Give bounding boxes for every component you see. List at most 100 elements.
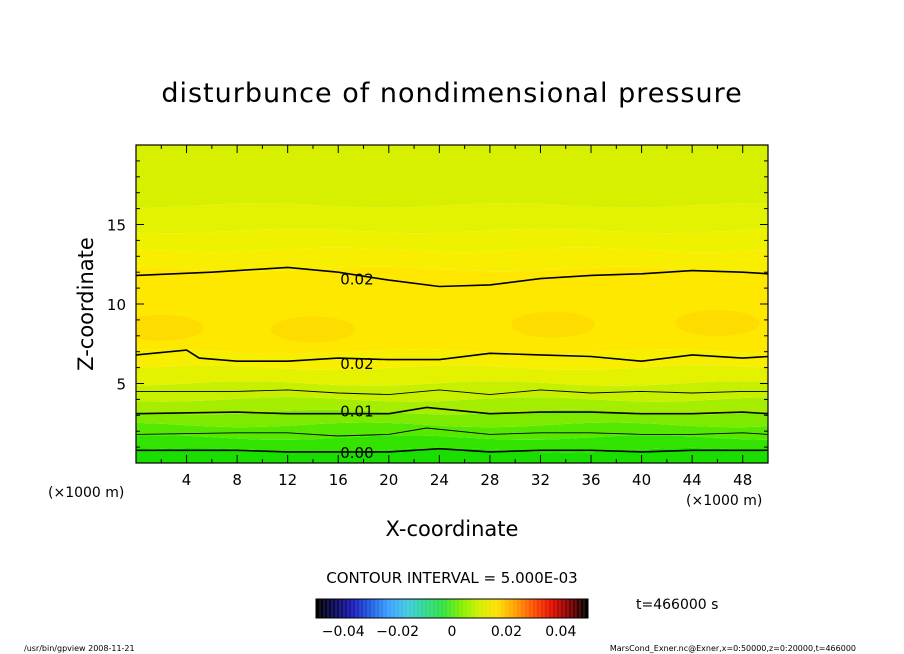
x-axis-unit: (×1000 m) [686, 493, 762, 509]
colorbar-cell [340, 599, 343, 618]
colorbar-cell [582, 599, 585, 618]
fill-band [136, 145, 768, 208]
colorbar-cell [536, 599, 539, 618]
colorbar-cell [328, 599, 331, 618]
colorbar-cell [464, 599, 467, 618]
colorbar-cell [326, 599, 329, 618]
colorbar-cell [490, 599, 493, 618]
contour-label: 0.02 [340, 355, 373, 373]
colorbar-cell [518, 599, 521, 618]
colorbar-cell [394, 599, 397, 618]
x-tick-label: 32 [531, 471, 550, 489]
colorbar-cell [532, 599, 535, 618]
contour-line [136, 266, 768, 288]
colorbar-cell [384, 599, 387, 618]
fill-band [136, 266, 768, 355]
colorbar-cell [576, 599, 579, 618]
colorbar-cell [504, 599, 507, 618]
colorbar-cell [426, 599, 429, 618]
colorbar-cell [544, 599, 547, 618]
x-tick-label: 20 [379, 471, 398, 489]
colorbar [315, 598, 589, 619]
colorbar-cell [350, 599, 353, 618]
colorbar-cell [476, 599, 479, 618]
fill-band [136, 422, 768, 440]
colorbar-cell [498, 599, 501, 618]
x-tick-label: 8 [232, 471, 242, 489]
x-tick-label: 48 [733, 471, 752, 489]
colorbar-cell [446, 599, 449, 618]
colorbar-cell [564, 599, 567, 618]
colorbar-cell [430, 599, 433, 618]
colorbar-cell [572, 599, 575, 618]
colorbar-cell [420, 599, 423, 618]
fill-band [136, 397, 768, 415]
x-tick-label: 12 [278, 471, 297, 489]
colorbar-cell [560, 599, 563, 618]
x-tick-label: 4 [182, 471, 192, 489]
colorbar-cell [548, 599, 551, 618]
colorbar-cell [324, 599, 327, 618]
colorbar-cell [484, 599, 487, 618]
colorbar-cell [368, 599, 371, 618]
colorbar-cell [580, 599, 583, 618]
contour-line [136, 406, 768, 415]
colorbar-cell [338, 599, 341, 618]
x-tick-label: 28 [480, 471, 499, 489]
pressure-core [136, 314, 204, 341]
colorbar-cell [318, 599, 321, 618]
colorbar-cell [514, 599, 517, 618]
colorbar-cell [522, 599, 525, 618]
colorbar-cell [478, 599, 481, 618]
contour-label: 0.02 [340, 271, 373, 289]
contour-line [136, 389, 768, 396]
colorbar-cell [510, 599, 513, 618]
fill-band [136, 247, 768, 272]
colorbar-cell [388, 599, 391, 618]
x-tick-label: 24 [430, 471, 449, 489]
contour-fill [136, 145, 768, 463]
colorbar-cell [390, 599, 393, 618]
colorbar-cell [412, 599, 415, 618]
colorbar-cell [562, 599, 565, 618]
colorbar-cell [450, 599, 453, 618]
chart-title: disturbunce of nondimensional pressure [161, 78, 742, 109]
colorbar-cell [330, 599, 333, 618]
colorbar-cell [414, 599, 417, 618]
fill-band [136, 203, 768, 234]
colorbar-cell [540, 599, 543, 618]
colorbar-cell [342, 599, 345, 618]
colorbar-cell [434, 599, 437, 618]
x-axis-ticks: 4 8 12 16 20 24 28 32 36 40 44 48 [160, 145, 752, 489]
colorbar-cell [584, 599, 587, 618]
colorbar-frame [315, 598, 589, 619]
colorbar-cell [404, 599, 407, 618]
colorbar-cell [530, 599, 533, 618]
colorbar-cell [372, 599, 375, 618]
contour-line [136, 427, 768, 437]
x-axis-label: X-coordinate [386, 517, 519, 541]
colorbar-cell [482, 599, 485, 618]
y-tick-label: 10 [107, 296, 126, 314]
colorbar-cell [470, 599, 473, 618]
colorbar-cell [418, 599, 421, 618]
colorbar-cell [550, 599, 553, 618]
colorbar-cell [322, 599, 325, 618]
colorbar-cell [472, 599, 475, 618]
colorbar-cell [416, 599, 419, 618]
y-tick-label: 5 [116, 376, 126, 394]
colorbar-cell [460, 599, 463, 618]
contour-lines [136, 266, 768, 453]
colorbar-cell [362, 599, 365, 618]
colorbar-cell [454, 599, 457, 618]
colorbar-cell [428, 599, 431, 618]
colorbar-tick-labels: −0.04 −0.02 0 0.02 0.04 [322, 624, 577, 640]
colorbar-cell [462, 599, 465, 618]
colorbar-cell [402, 599, 405, 618]
colorbar-cell [468, 599, 471, 618]
colorbar-cell [408, 599, 411, 618]
colorbar-cell [316, 599, 319, 618]
colorbar-cell [508, 599, 511, 618]
colorbar-cell [432, 599, 435, 618]
